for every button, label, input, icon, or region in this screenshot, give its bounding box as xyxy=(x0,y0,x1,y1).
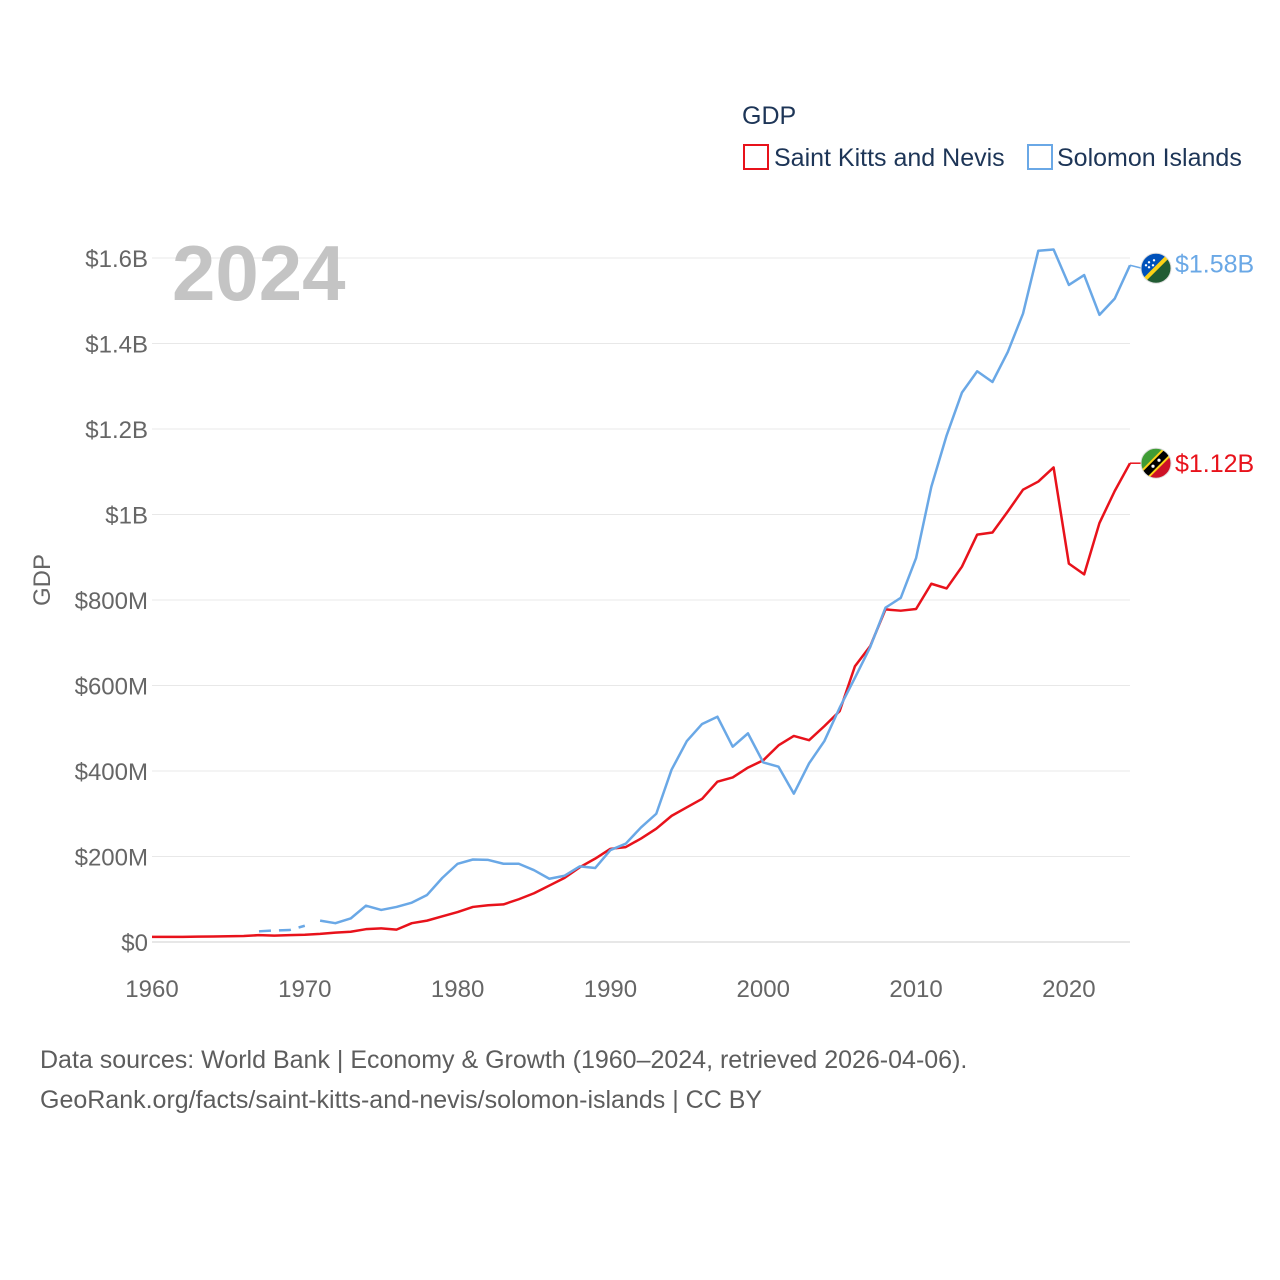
x-tick-label: 1980 xyxy=(431,976,484,1003)
gridlines xyxy=(152,257,1130,943)
legend-swatch xyxy=(743,144,769,170)
y-axis-ticks: $0 $200M $400M $600M $800M $1B $1.2B $1.4B $1.6B xyxy=(75,246,148,957)
source-line-1: Data sources: World Bank | Economy & Gro… xyxy=(40,1046,968,1074)
solomon-islands-end-connector xyxy=(1129,264,1143,269)
x-tick-label: 1970 xyxy=(278,976,331,1003)
solomon-islands-line xyxy=(319,248,1132,925)
solomon-islands-end-value: $1.58B xyxy=(1175,250,1254,278)
y-tick-label: $1B xyxy=(105,503,148,530)
legend-label: Solomon Islands xyxy=(1057,144,1242,172)
legend-swatch xyxy=(1027,144,1053,170)
y-tick-label: $0 xyxy=(121,930,148,957)
current-year-label: 2024 xyxy=(172,229,346,317)
y-tick-label: $1.2B xyxy=(85,417,148,444)
x-tick-label: 1960 xyxy=(125,976,178,1003)
source-line-2[interactable]: GeoRank.org/facts/saint-kitts-and-nevis/… xyxy=(40,1086,763,1114)
solomon-islands-dashed-line xyxy=(258,924,306,933)
x-tick-label: 1990 xyxy=(584,976,637,1003)
x-axis-ticks: 1960 1970 1980 1990 2000 2010 2020 xyxy=(125,976,1095,1003)
y-axis-title: GDP xyxy=(29,554,56,606)
y-tick-label: $400M xyxy=(75,759,148,786)
x-tick-label: 2000 xyxy=(737,976,790,1003)
y-tick-label: $1.4B xyxy=(85,332,148,359)
legend-item-saint-kitts-and-nevis[interactable]: Saint Kitts and Nevis xyxy=(743,144,1005,172)
legend-label: Saint Kitts and Nevis xyxy=(774,144,1005,172)
series-lines xyxy=(152,248,1132,939)
y-tick-label: $1.6B xyxy=(85,246,148,273)
saint-kitts-and-nevis-line xyxy=(152,462,1132,939)
x-tick-label: 2010 xyxy=(889,976,942,1003)
series-end-markers: $1.12B $1.58B xyxy=(1129,250,1254,479)
solomon-islands-flag-icon xyxy=(1140,252,1172,284)
x-tick-label: 2020 xyxy=(1042,976,1095,1003)
legend-title: GDP xyxy=(742,102,796,130)
legend-item-solomon-islands[interactable]: Solomon Islands xyxy=(1027,144,1242,172)
y-tick-label: $800M xyxy=(75,588,148,615)
legend[interactable]: Saint Kitts and Nevis Solomon Islands xyxy=(743,144,1242,172)
y-tick-label: $600M xyxy=(75,674,148,701)
y-tick-label: $200M xyxy=(75,845,148,872)
saint-kitts-and-nevis-flag-icon xyxy=(1140,447,1172,479)
saint-kitts-and-nevis-end-value: $1.12B xyxy=(1175,450,1254,478)
data-source-footer: Data sources: World Bank | Economy & Gro… xyxy=(40,1040,1240,1120)
